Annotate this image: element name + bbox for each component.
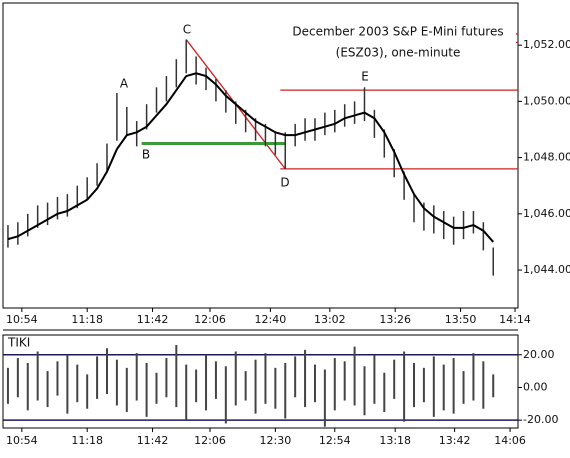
x-tick-label: 14:14 bbox=[499, 313, 531, 326]
y-tick-label: 20.00 bbox=[523, 348, 555, 361]
moving-average bbox=[7, 72, 494, 243]
x-tick-label: 12:54 bbox=[319, 434, 351, 447]
point-label: A bbox=[120, 77, 129, 91]
point-label: D bbox=[280, 176, 289, 190]
x-tick-label: 11:18 bbox=[71, 313, 103, 326]
x-tick-label: 13:42 bbox=[439, 434, 471, 447]
y-tick-label: 0.00 bbox=[523, 380, 548, 393]
y-tick-label: 1,050.00 bbox=[523, 94, 570, 107]
x-tick-label: 12:30 bbox=[260, 434, 292, 447]
x-tick-label: 14:06 bbox=[494, 434, 526, 447]
x-tick-label: 11:42 bbox=[137, 434, 169, 447]
x-tick-label: 11:42 bbox=[137, 313, 169, 326]
x-tick-label: 10:54 bbox=[6, 434, 38, 447]
y-tick-label: -20.00 bbox=[523, 413, 558, 426]
point-label: B bbox=[142, 148, 150, 162]
x-tick-label: 13:18 bbox=[379, 434, 411, 447]
point-label: E bbox=[361, 70, 369, 84]
title-box bbox=[276, 20, 516, 64]
x-tick-label: 12:06 bbox=[194, 434, 226, 447]
main-frame bbox=[2, 2, 519, 309]
x-tick-label: 11:18 bbox=[71, 434, 103, 447]
chart-title: December 2003 S&P E-Mini futures bbox=[292, 25, 503, 39]
y-tick-label: 1,052.00 bbox=[523, 38, 570, 51]
tiki-frame bbox=[2, 334, 519, 429]
y-tick-label: 1,048.00 bbox=[523, 151, 570, 164]
x-tick-label: 13:02 bbox=[314, 313, 346, 326]
x-tick-label: 13:26 bbox=[379, 313, 411, 326]
x-tick-label: 10:54 bbox=[6, 313, 38, 326]
y-tick-label: 1,044.00 bbox=[523, 263, 570, 276]
x-tick-label: 12:40 bbox=[255, 313, 287, 326]
panel-title: TIKI bbox=[7, 336, 30, 350]
chart-subtitle: (ESZ03), one-minute bbox=[336, 46, 461, 60]
y-tick-label: 1,046.00 bbox=[523, 207, 570, 220]
x-tick-label: 12:06 bbox=[194, 313, 226, 326]
x-tick-label: 13:50 bbox=[445, 313, 477, 326]
point-label: C bbox=[183, 23, 191, 37]
